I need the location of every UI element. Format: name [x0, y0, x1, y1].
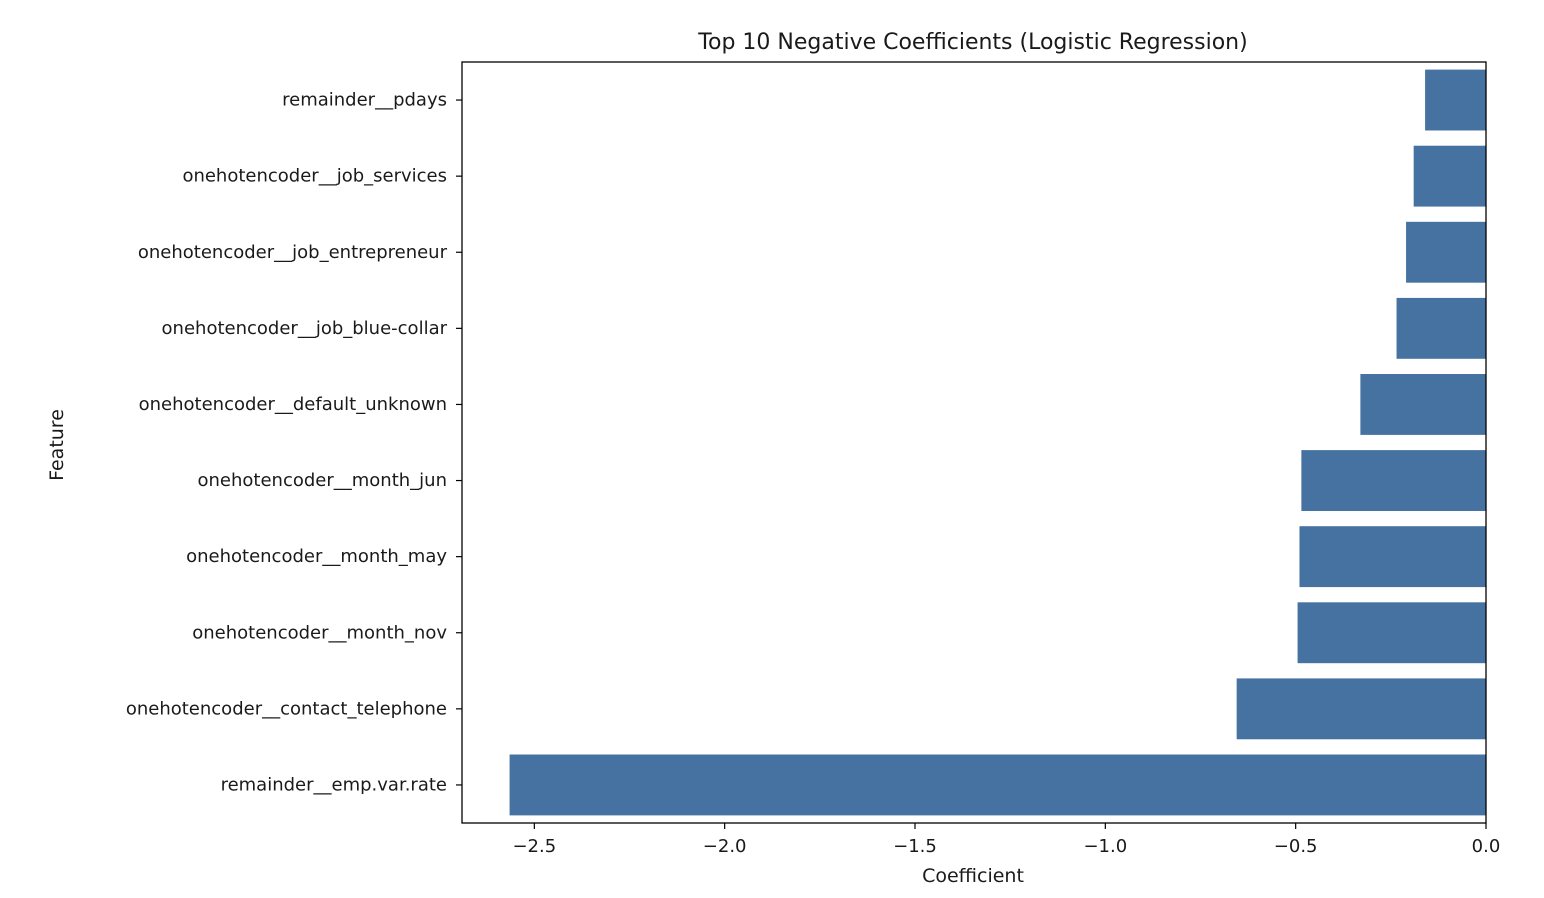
bar	[1297, 602, 1486, 664]
x-tick-label: −0.5	[1274, 836, 1318, 857]
bar	[1425, 69, 1486, 131]
chart-title: Top 10 Negative Coefficients (Logistic R…	[697, 30, 1247, 55]
x-tick-label: −2.0	[703, 836, 747, 857]
y-tick-label: onehotencoder__default_unknown	[139, 394, 447, 415]
y-tick-label: onehotencoder__month_nov	[192, 622, 447, 643]
bar	[1301, 450, 1486, 511]
bar	[1406, 221, 1486, 283]
bar	[1299, 526, 1486, 588]
bar	[1396, 297, 1486, 359]
x-tick-label: −1.5	[893, 836, 937, 857]
y-tick-label: onehotencoder__month_jun	[197, 470, 447, 491]
bars-group	[509, 69, 1487, 816]
x-tick-label: 0.0	[1472, 836, 1501, 857]
y-tick-label: onehotencoder__job_services	[182, 166, 447, 187]
y-tick-label: onehotencoder__contact_telephone	[126, 698, 447, 719]
y-ticks-group: remainder__pdays onehotencoder__job_servi…	[126, 90, 462, 795]
bar	[1360, 374, 1486, 435]
x-tick-label: −2.5	[512, 836, 556, 857]
y-tick-label: onehotencoder__job_entrepreneur	[138, 242, 448, 263]
x-axis-label: Coefficient	[922, 865, 1024, 887]
y-tick-label: onehotencoder__job_blue-collar	[162, 318, 448, 339]
bar	[1236, 678, 1486, 740]
x-ticks-group: −2.5 −2.0 −1.5 −1.0 −0.5 0.0	[512, 823, 1500, 857]
bar	[1413, 145, 1486, 207]
y-tick-label: remainder__emp.var.rate	[221, 774, 447, 795]
plot-frame	[461, 61, 1487, 824]
y-tick-label: remainder__pdays	[282, 90, 447, 111]
bar	[509, 754, 1487, 816]
x-tick-label: −1.0	[1083, 836, 1127, 857]
y-tick-label: onehotencoder__month_may	[186, 546, 447, 567]
y-axis-label: Feature	[46, 409, 68, 481]
